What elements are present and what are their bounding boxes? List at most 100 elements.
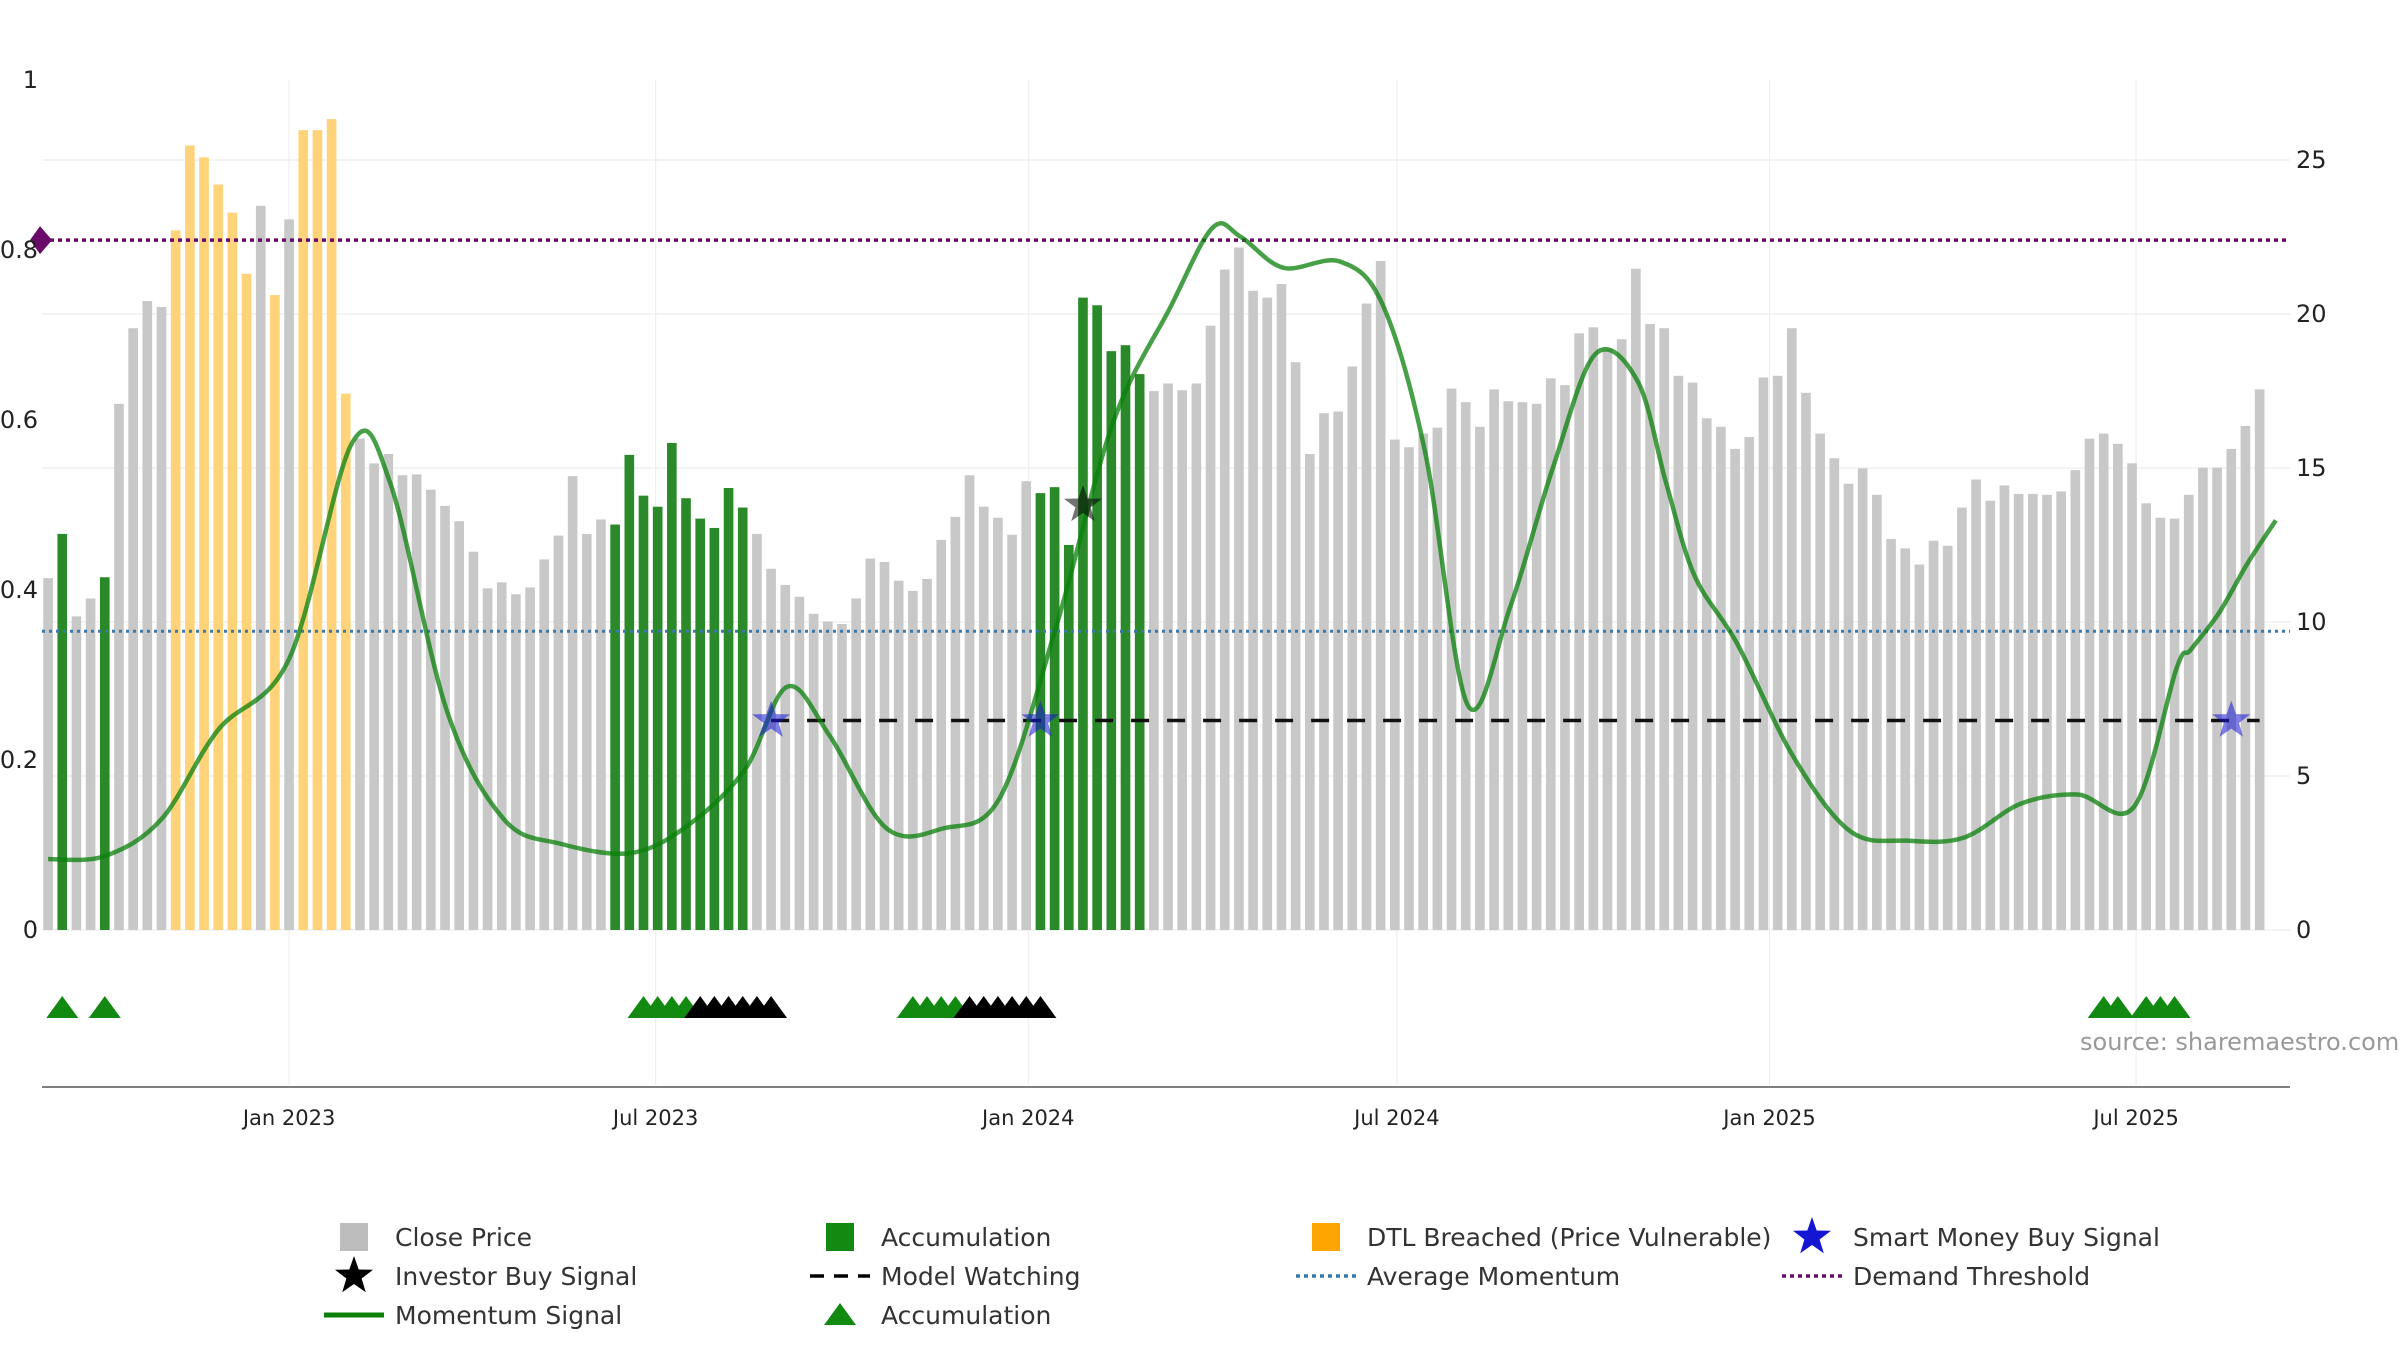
close-price-bar <box>964 475 975 930</box>
demand-threshold-marker <box>30 226 52 255</box>
accumulation-bar <box>1092 305 1102 930</box>
accumulation-bar <box>695 518 706 930</box>
close-price-bar <box>2056 491 2066 930</box>
left-tick-label: 0.4 <box>0 576 38 604</box>
close-price-bar <box>1914 564 1925 930</box>
close-price-bar <box>936 539 947 930</box>
legend-item: Smart Money Buy Signal <box>1793 1217 2160 1254</box>
right-tick-label: 5 <box>2296 762 2311 790</box>
close-price-bar <box>1574 333 1584 930</box>
close-price-bar <box>1801 392 1811 930</box>
close-price-bar <box>1900 548 1911 930</box>
dtl-breached-bar <box>241 273 252 930</box>
close-price-bar <box>1375 261 1386 930</box>
close-price-bar <box>1957 507 1967 930</box>
close-price-bar <box>893 580 904 930</box>
axes: Jan 2023 Jul 2023 Jan 2024 Jul 2024 Jan 2025… <box>0 66 2327 1130</box>
close-price-bar <box>1999 485 2010 930</box>
legend-item: Close Price <box>340 1223 532 1252</box>
close-price-bar <box>1475 426 1485 930</box>
close-price-bar <box>496 582 507 930</box>
close-price-bar <box>1007 534 1017 930</box>
accumulation-bar <box>99 577 110 930</box>
accumulation-triangle <box>88 996 121 1018</box>
accumulation-triangle <box>2101 996 2134 1018</box>
close-price-bar <box>1659 328 1670 930</box>
legend-item: Investor Buy Signal <box>335 1256 637 1293</box>
dtl-breached-bar <box>340 393 351 930</box>
close-price-bar <box>2226 448 2237 930</box>
close-price-bar <box>1942 545 1953 930</box>
close-price-bar <box>85 598 96 930</box>
accumulation-bar <box>652 506 663 930</box>
right-tick-label: 10 <box>2296 608 2327 636</box>
close-price-bar <box>2084 438 2095 930</box>
close-price-bar <box>1517 402 1528 930</box>
close-price-bar <box>1432 427 1443 930</box>
dtl-breached-bar <box>326 119 337 931</box>
close-price-bar <box>1531 403 1542 931</box>
close-price-bar <box>1319 413 1329 930</box>
close-price-bar <box>553 535 564 930</box>
close-price-bar <box>1971 479 1981 930</box>
close-price-bar <box>2042 494 2052 930</box>
close-price-bar <box>426 489 436 930</box>
close-price-bar <box>2254 389 2265 930</box>
dtl-breached-bar <box>270 295 280 930</box>
accumulation-bar <box>1120 345 1131 930</box>
accumulation-triangle <box>46 996 79 1018</box>
legend-item: Accumulation <box>826 1223 1051 1252</box>
legend-label: Momentum Signal <box>395 1301 622 1330</box>
close-price-bar <box>581 533 592 930</box>
close-price-bar <box>142 301 153 930</box>
close-price-bar <box>1304 454 1315 930</box>
right-tick-label: 15 <box>2296 454 2327 482</box>
close-price-bar <box>1347 366 1358 930</box>
close-price-bar <box>1404 447 1414 930</box>
close-price-bar <box>1829 458 1840 930</box>
close-price-bar <box>355 438 365 930</box>
smart-money-buy-star <box>1021 700 1060 737</box>
close-price-bar <box>2141 503 2152 930</box>
dtl-breached-bar <box>213 184 224 931</box>
close-price-bar <box>369 463 379 930</box>
legend-square-grey-icon <box>340 1223 368 1251</box>
smart-money-buy-star <box>2212 700 2251 737</box>
legend-item: Demand Threshold <box>1782 1262 2090 1291</box>
close-price-bar <box>822 621 833 930</box>
smart-money-buy-star <box>752 700 791 737</box>
close-price-bar <box>128 328 138 930</box>
legend-label: Demand Threshold <box>1853 1262 2090 1291</box>
close-price-bar <box>383 454 394 930</box>
close-price-bar <box>2183 494 2194 930</box>
close-price-bar <box>1390 439 1400 930</box>
close-price-bar <box>1234 247 1244 930</box>
left-tick-label: 1 <box>23 66 38 94</box>
left-tick-label: 0 <box>23 916 38 944</box>
close-price-bar <box>865 558 876 930</box>
close-price-bar <box>2027 493 2038 930</box>
close-price-bar <box>1219 269 1230 930</box>
close-price-bar <box>156 306 167 930</box>
close-price-bar <box>1290 362 1301 930</box>
left-tick-label: 0.2 <box>0 746 38 774</box>
close-price-bar <box>1205 325 1216 930</box>
close-price-bar <box>596 519 606 930</box>
close-price-bar <box>978 506 989 930</box>
close-price-bar <box>908 590 918 930</box>
close-price-bar <box>1177 390 1188 930</box>
accumulation-bar <box>638 495 649 930</box>
close-price-bar <box>1149 391 1159 931</box>
legend-star-black-icon <box>335 1256 373 1293</box>
close-price-bar <box>1460 402 1471 930</box>
accumulation-bar <box>723 488 734 930</box>
legend-label: Accumulation <box>881 1223 1051 1252</box>
close-price-bar <box>2098 433 2109 930</box>
close-price-bar <box>1021 481 1032 930</box>
legend-square-green-icon <box>826 1223 854 1251</box>
close-price-bar <box>454 521 465 930</box>
close-price-bar <box>1163 383 1173 930</box>
close-price-bar <box>1248 290 1258 930</box>
legend-label: Smart Money Buy Signal <box>1853 1223 2160 1252</box>
close-price-bar <box>1886 539 1896 930</box>
